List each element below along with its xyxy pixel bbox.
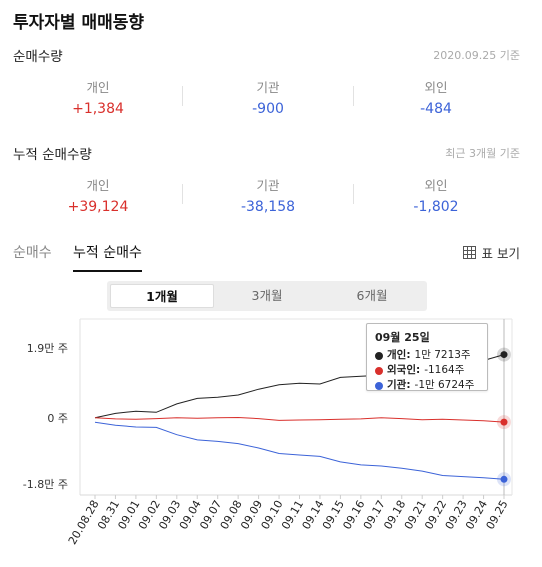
period-selector: 1개월 3개월 6개월 <box>107 281 427 311</box>
chart-tooltip: 09월 25일 개인: 1만 7213주 외국인: -1164주 기관: -1만… <box>366 323 488 391</box>
table-icon <box>462 246 476 259</box>
end-marker <box>500 351 508 359</box>
cumulative-foreign: 외인 -1,802 <box>356 175 516 215</box>
page-title: 투자자별 매매동향 <box>13 13 145 33</box>
tooltip-date: 09월 25일 <box>375 331 430 344</box>
divider <box>353 86 354 106</box>
line-chart: 1.9만 주0 주-1.8만 주20.08.2808.3109.0109.020… <box>23 318 513 547</box>
cumulative-individual: 개인 +39,124 <box>18 175 178 215</box>
period-1m[interactable]: 1개월 <box>110 284 214 308</box>
daily-individual: 개인 +1,384 <box>18 77 178 117</box>
tooltip-series-name: 개인: <box>387 349 411 361</box>
legend-dot-foreign <box>375 366 383 375</box>
cumulative-institution-label: 기관 <box>256 178 280 193</box>
daily-individual-label: 개인 <box>86 80 110 95</box>
cumulative-institution-value: -38,158 <box>240 199 296 215</box>
legend-dot-individual <box>375 351 383 360</box>
daily-institution-value: -900 <box>252 101 284 117</box>
tooltip-row: 외국인: -1164주 <box>375 363 479 378</box>
tab-cumulative-net-buy[interactable]: 누적 순매수 <box>73 242 142 272</box>
daily-date: 2020.09.25 기준 <box>433 49 520 62</box>
y-tick-label: 0 주 <box>47 412 68 425</box>
daily-institution-label: 기관 <box>256 80 280 95</box>
series-line-2 <box>94 421 505 480</box>
period-3m[interactable]: 3개월 <box>251 288 283 303</box>
tooltip-series-name: 외국인: <box>387 364 421 376</box>
tooltip-series-value: -1164주 <box>424 364 465 376</box>
table-view-label: 표 보기 <box>481 246 520 261</box>
cumulative-basis: 최근 3개월 기준 <box>445 147 520 160</box>
period-6m[interactable]: 6개월 <box>356 288 388 303</box>
daily-individual-value: +1,384 <box>72 101 124 117</box>
divider <box>182 184 183 204</box>
cumulative-foreign-value: -1,802 <box>413 199 459 215</box>
tooltip-series-value: -1만 6724주 <box>414 379 475 391</box>
tooltip-series-name: 기관: <box>387 379 411 391</box>
daily-section-title: 순매수량 <box>13 49 63 65</box>
tooltip-row: 개인: 1만 7213주 <box>375 348 479 363</box>
cumulative-institution: 기관 -38,158 <box>188 175 348 215</box>
daily-foreign: 외인 -484 <box>356 77 516 117</box>
y-tick-label: 1.9만 주 <box>27 342 68 355</box>
series-line-1 <box>94 416 505 423</box>
y-tick-label: -1.8만 주 <box>23 478 68 491</box>
legend-dot-institution <box>375 381 383 390</box>
table-view-button[interactable]: 표 보기 <box>462 243 520 262</box>
cumulative-individual-value: +39,124 <box>67 199 129 215</box>
cumulative-foreign-label: 외인 <box>424 178 448 193</box>
end-marker <box>500 418 508 426</box>
daily-foreign-value: -484 <box>420 101 452 117</box>
daily-institution: 기관 -900 <box>188 77 348 117</box>
cumulative-section-title: 누적 순매수량 <box>13 147 92 163</box>
tooltip-series-value: 1만 7213주 <box>414 349 471 361</box>
daily-foreign-label: 외인 <box>424 80 448 95</box>
tooltip-row: 기관: -1만 6724주 <box>375 378 479 393</box>
cumulative-individual-label: 개인 <box>86 178 110 193</box>
end-marker <box>500 475 508 483</box>
divider <box>353 184 354 204</box>
divider <box>182 86 183 106</box>
tab-net-buy[interactable]: 순매수 <box>13 245 52 261</box>
